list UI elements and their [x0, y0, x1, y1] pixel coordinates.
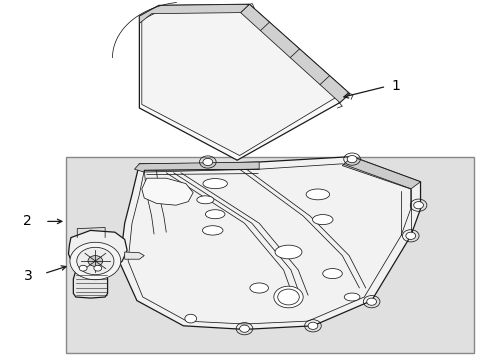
Polygon shape [68, 230, 127, 272]
Circle shape [366, 298, 376, 305]
Circle shape [94, 265, 102, 271]
Circle shape [307, 322, 317, 329]
Ellipse shape [274, 245, 302, 259]
Circle shape [184, 314, 196, 323]
Ellipse shape [205, 210, 224, 219]
Ellipse shape [196, 196, 214, 204]
Circle shape [88, 256, 102, 266]
Polygon shape [120, 157, 420, 329]
Ellipse shape [344, 293, 359, 301]
Polygon shape [124, 252, 144, 259]
Polygon shape [73, 271, 107, 298]
Circle shape [77, 247, 114, 275]
Circle shape [203, 158, 212, 166]
Polygon shape [139, 4, 349, 160]
Polygon shape [142, 9, 339, 156]
Ellipse shape [249, 283, 268, 293]
Ellipse shape [312, 215, 332, 225]
Text: 3: 3 [23, 270, 32, 283]
Ellipse shape [305, 189, 329, 200]
Polygon shape [342, 157, 420, 189]
Circle shape [239, 325, 249, 332]
Text: 1: 1 [390, 80, 399, 93]
Circle shape [277, 289, 299, 305]
Circle shape [413, 202, 423, 209]
Circle shape [405, 232, 415, 239]
Ellipse shape [202, 226, 223, 235]
Polygon shape [134, 162, 259, 172]
Polygon shape [139, 4, 249, 23]
Ellipse shape [322, 269, 342, 279]
Text: 2: 2 [23, 215, 32, 228]
Circle shape [70, 242, 121, 280]
Circle shape [273, 286, 303, 308]
Ellipse shape [203, 179, 227, 189]
Circle shape [79, 265, 87, 271]
Circle shape [346, 156, 356, 163]
Polygon shape [142, 178, 193, 205]
Polygon shape [240, 4, 349, 103]
Polygon shape [66, 157, 473, 353]
